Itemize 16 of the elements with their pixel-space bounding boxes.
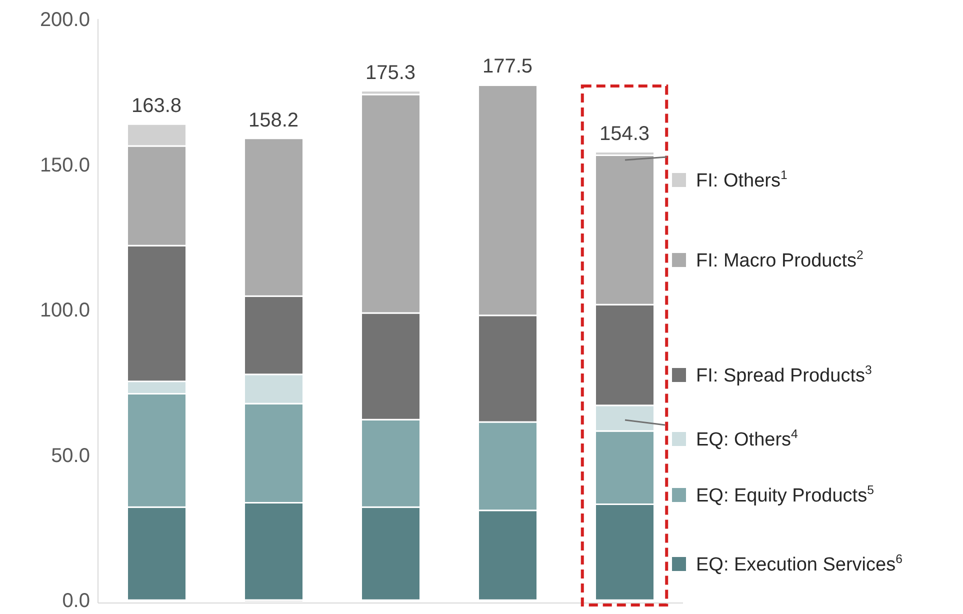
total-label: 175.3 [365,62,416,84]
legend-label: EQ: Others$^{4}$ [696,427,798,450]
total-label: 177.5 [482,55,533,78]
legend-label: FI: Others$^{1}$ [696,168,788,192]
y-tick-label: 200.0 [40,9,90,32]
y-tick-label: 50.0 [51,444,90,467]
total-label: 163.8 [131,95,182,118]
legend-label: EQ: Execution Services$^{6}$ [696,552,902,576]
y-tick-label: 100.0 [40,300,90,322]
y-tick-label: 150.0 [40,154,90,176]
y-tick-label: 0.0 [62,590,90,612]
total-label: 158.2 [248,109,299,132]
total-label: 154.3 [599,122,650,145]
legend-label: EQ: Equity Products$^{5}$ [696,483,874,506]
legend-label: FI: Spread Products$^{3}$ [696,363,872,386]
legend-label: FI: Macro Products$^{2}$ [696,248,864,272]
